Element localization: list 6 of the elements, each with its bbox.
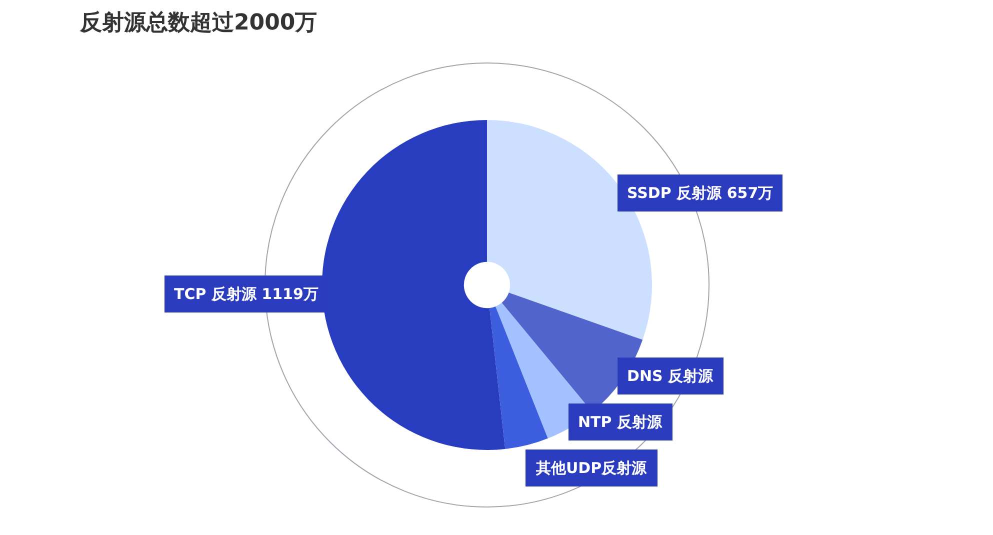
chart-title: 反射源总数超过2000万 xyxy=(79,10,318,36)
slice-label: 其他UDP反射源 xyxy=(535,459,648,477)
slice-label: NTP 反射源 xyxy=(578,413,663,431)
slice-label: SSDP 反射源 657万 xyxy=(627,184,774,202)
slice-label: TCP 反射源 1119万 xyxy=(174,285,318,303)
slice-label: DNS 反射源 xyxy=(627,367,714,385)
